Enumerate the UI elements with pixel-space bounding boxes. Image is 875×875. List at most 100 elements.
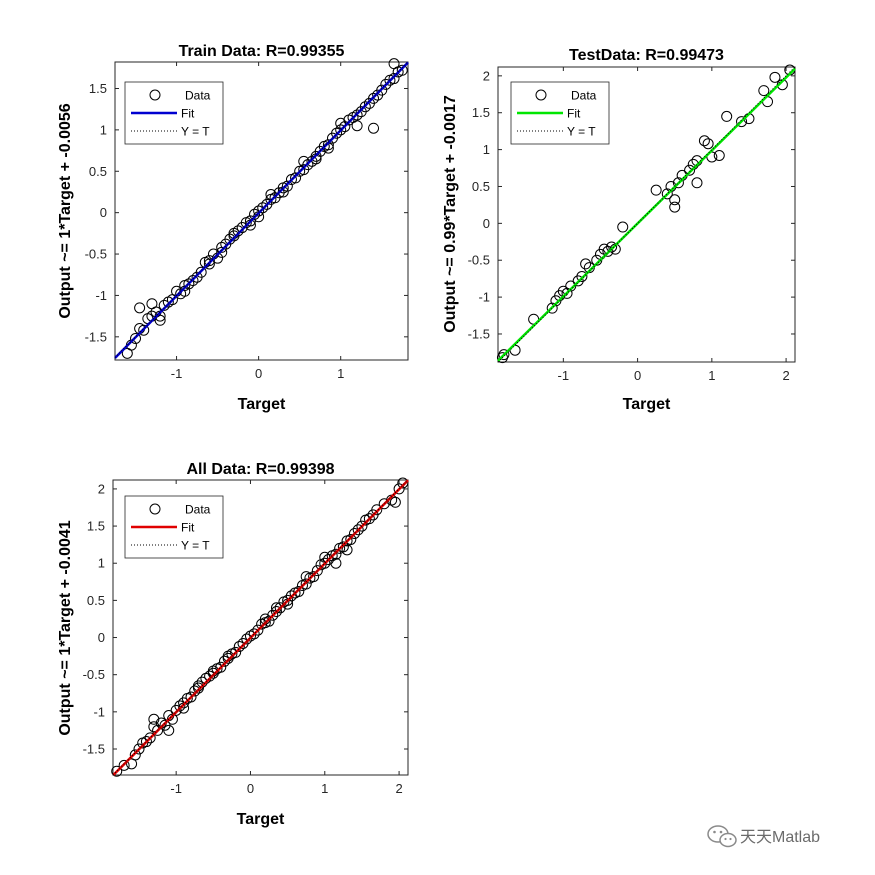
data-point (617, 221, 629, 233)
y-tick-label: 0.5 (87, 593, 105, 608)
data-point (293, 585, 305, 597)
legend-data-label: Data (185, 89, 211, 103)
legend-fit-label: Fit (181, 107, 195, 121)
x-tick-label: 1 (321, 781, 328, 796)
data-point (185, 691, 197, 703)
legend-yt-label: Y = T (181, 125, 210, 139)
chart-title: TestData: R=0.99473 (569, 47, 724, 64)
fit-line (497, 67, 796, 362)
data-point (650, 184, 662, 196)
y-tick-label: 1.5 (472, 105, 490, 120)
data-point (224, 233, 236, 245)
data-point (140, 736, 152, 748)
data-point (215, 661, 227, 673)
data-point (248, 628, 260, 640)
data-point (721, 110, 733, 122)
x-ticks: -1 0 1 (171, 62, 344, 381)
data-point (335, 117, 347, 129)
data-point (376, 84, 388, 96)
x-tick-label: 0 (255, 366, 262, 381)
data-point (111, 765, 123, 777)
x-tick-label: 0 (634, 368, 641, 383)
legend-data-marker (149, 503, 161, 515)
data-point (580, 258, 592, 270)
x-ticks: -1 0 1 2 (558, 67, 790, 383)
data-point (311, 565, 323, 577)
data-point (758, 85, 770, 97)
data-point (134, 302, 146, 314)
legend-yt-label: Y = T (181, 539, 210, 553)
data-point (331, 127, 343, 139)
data-point (130, 332, 142, 344)
data-point (367, 509, 379, 521)
data-point (154, 314, 166, 326)
data-point (341, 544, 353, 556)
data-point (195, 266, 207, 278)
y-tick-label: 1 (100, 122, 107, 137)
y-tick-label: 1 (483, 142, 490, 157)
legend-yt-label: Y = T (567, 125, 596, 139)
plot-all: All Data: R=0.99398 Target Output ~= 1*T… (57, 461, 409, 828)
data-point (216, 241, 228, 253)
x-tick-label: -1 (170, 781, 182, 796)
data-point (257, 202, 269, 214)
x-axis-label: Target (237, 811, 285, 828)
data-point (345, 533, 357, 545)
data-point (187, 275, 199, 287)
y-tick-label: 0 (483, 216, 490, 231)
data-point (388, 73, 400, 85)
data-point (337, 541, 349, 553)
y-tick-label: -0.5 (85, 247, 107, 262)
data-point (152, 724, 164, 736)
legend: Data Fit Y = T (510, 81, 610, 145)
data-point (339, 121, 351, 133)
data-point (252, 624, 264, 636)
y-tick-label: 2 (98, 481, 105, 496)
data-point (736, 116, 748, 128)
data-point (561, 287, 573, 299)
data-point (359, 101, 371, 113)
x-tick-label: 0 (247, 781, 254, 796)
data-point (368, 122, 380, 134)
data-point (233, 640, 245, 652)
y-tick-label: 1 (98, 556, 105, 571)
data-point (241, 633, 253, 645)
legend-data-label: Data (185, 503, 211, 517)
data-point (352, 524, 364, 536)
x-axis-label: Target (238, 396, 286, 413)
data-point (158, 299, 170, 311)
y-tick-label: -0.5 (83, 667, 105, 682)
y-tick-label: -1 (95, 288, 107, 303)
data-point (351, 109, 363, 121)
legend-fit-label: Fit (567, 107, 581, 121)
y-tick-label: -1 (93, 704, 105, 719)
fit-lines (112, 479, 409, 776)
chart-title: All Data: R=0.99398 (186, 461, 334, 478)
y-tick-label: -0.5 (468, 253, 490, 268)
y-tick-label: -1.5 (85, 329, 107, 344)
data-point (290, 172, 302, 184)
data-point (267, 609, 279, 621)
y-axis-label: Output ~= 0.99*Target + -0.0017 (442, 95, 459, 333)
data-point (351, 120, 363, 132)
x-tick-label: -1 (558, 368, 570, 383)
legend: Data Fit Y = T (124, 495, 224, 559)
data-point (330, 557, 342, 569)
identity-line (114, 61, 409, 358)
data-point (146, 298, 158, 310)
x-tick-label: -1 (171, 366, 183, 381)
y-axis-label: Output ~= 1*Target + -0.0056 (57, 103, 74, 318)
legend-data-label: Data (571, 89, 597, 103)
plot-train: Train Data: R=0.99355 Target Output ~= 1… (57, 43, 409, 413)
x-tick-label: 2 (395, 781, 402, 796)
data-point (144, 732, 156, 744)
data-point (661, 188, 673, 200)
x-tick-label: 1 (708, 368, 715, 383)
identity-line (497, 66, 796, 363)
data-point (565, 280, 577, 292)
y-tick-label: 0.5 (89, 164, 107, 179)
y-tick-label: 0 (100, 205, 107, 220)
data-point (669, 201, 681, 213)
y-tick-label: -1 (478, 290, 490, 305)
data-point (769, 71, 781, 83)
